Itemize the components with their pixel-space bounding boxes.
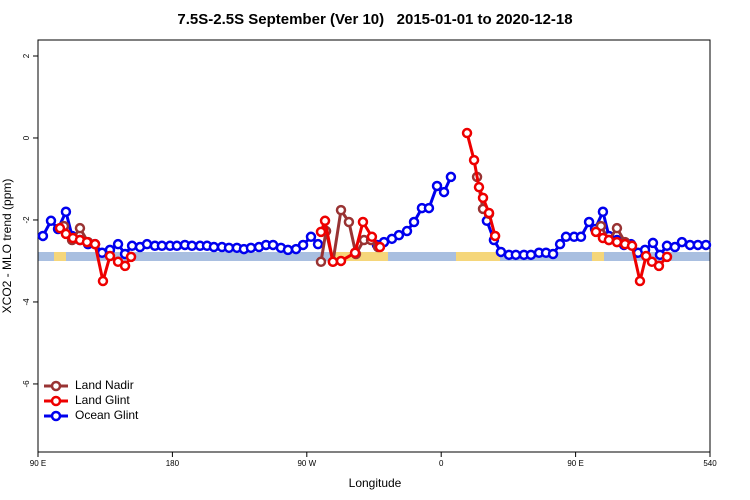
point [208, 241, 220, 253]
point [510, 249, 522, 261]
y-tick-label: -2 [22, 216, 31, 224]
point [547, 248, 559, 260]
point [104, 250, 116, 262]
y-tick-label: -4 [22, 298, 31, 306]
point [305, 231, 317, 243]
point [640, 250, 652, 262]
point [97, 275, 109, 287]
point [489, 230, 501, 242]
point [676, 236, 688, 248]
point [669, 241, 681, 253]
point [312, 238, 324, 250]
y-tick-label: -6 [22, 380, 31, 388]
point [626, 240, 638, 252]
point [315, 256, 327, 268]
legend-marker [50, 395, 62, 407]
point [431, 180, 443, 192]
y-axis-label: XCO2 - MLO trend (ppm) [0, 179, 14, 314]
point [692, 239, 704, 251]
point [461, 127, 473, 139]
x-tick-label: 90 W [297, 459, 316, 468]
point [327, 256, 339, 268]
point [661, 240, 673, 252]
y-tick-label: 2 [22, 53, 31, 58]
point [647, 237, 659, 249]
point [560, 231, 572, 243]
land-ocean-strip [38, 252, 710, 261]
point [60, 206, 72, 218]
point [245, 242, 257, 254]
point [282, 244, 294, 256]
point [297, 239, 309, 251]
point [603, 234, 615, 246]
chart-title: 7.5S-2.5S September (Ver 10) 2015-01-01 … [177, 11, 572, 28]
point [119, 260, 131, 272]
legend-label: Land Glint [75, 393, 130, 407]
point [661, 251, 673, 263]
point [611, 236, 623, 248]
point [590, 226, 602, 238]
point [315, 226, 327, 238]
point [319, 215, 331, 227]
point [74, 222, 86, 234]
point [477, 192, 489, 204]
point [597, 206, 609, 218]
y-tick-label: 0 [22, 135, 31, 140]
point [125, 251, 137, 263]
point [525, 249, 537, 261]
x-axis-label: Longitude [349, 476, 402, 490]
point [37, 230, 49, 242]
point [423, 202, 435, 214]
point [349, 247, 361, 259]
point [468, 154, 480, 166]
point [554, 238, 566, 250]
point [583, 216, 595, 228]
point [81, 236, 93, 248]
point [112, 238, 124, 250]
legend-marker [50, 380, 62, 392]
legend-label: Land Nadir [75, 378, 134, 392]
x-tick-label: 540 [703, 459, 717, 468]
x-tick-label: 180 [166, 459, 180, 468]
point [634, 275, 646, 287]
point [54, 222, 66, 234]
point [343, 216, 355, 228]
point [126, 240, 138, 252]
legend-label: Ocean Glint [75, 408, 139, 422]
legend-marker [50, 410, 62, 422]
point [401, 225, 413, 237]
x-tick-label: 0 [439, 459, 444, 468]
point [374, 241, 386, 253]
point [89, 238, 101, 250]
point [575, 231, 587, 243]
point [393, 229, 405, 241]
point [335, 255, 347, 267]
point [700, 239, 712, 251]
point [408, 216, 420, 228]
x-tick-label: 90 E [567, 459, 583, 468]
point [186, 240, 198, 252]
point [357, 216, 369, 228]
x-tick-label: 90 E [30, 459, 46, 468]
point [483, 207, 495, 219]
point [495, 246, 507, 258]
point [366, 231, 378, 243]
point [653, 260, 665, 272]
point [438, 186, 450, 198]
point [473, 181, 485, 193]
point [445, 171, 457, 183]
point [156, 240, 168, 252]
point [611, 222, 623, 234]
point [45, 215, 57, 227]
point [171, 240, 183, 252]
point [335, 204, 347, 216]
